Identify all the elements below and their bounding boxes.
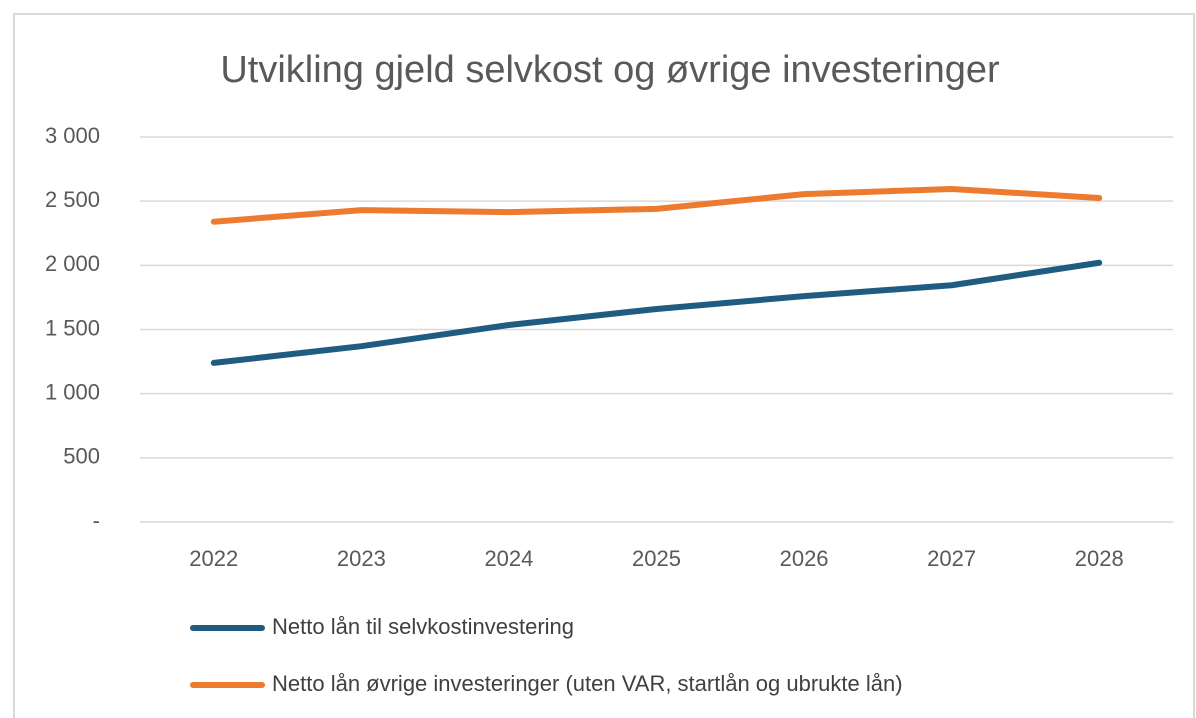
x-tick-label: 2024 <box>484 546 533 571</box>
x-tick-label: 2023 <box>337 546 386 571</box>
chart-frame <box>13 13 1195 718</box>
x-tick-label: 2028 <box>1075 546 1124 571</box>
y-tick-label: - <box>93 508 100 533</box>
y-tick-label: 2 000 <box>45 251 100 276</box>
y-tick-label: 1 500 <box>45 315 100 340</box>
x-tick-label: 2027 <box>927 546 976 571</box>
y-tick-label: 3 000 <box>45 123 100 148</box>
legend-label: Netto lån øvrige investeringer (uten VAR… <box>272 671 903 696</box>
y-tick-label: 2 500 <box>45 187 100 212</box>
y-tick-label: 1 000 <box>45 379 100 404</box>
y-tick-label: 500 <box>63 444 100 469</box>
legend-label: Netto lån til selvkostinvestering <box>272 614 574 639</box>
x-tick-label: 2026 <box>780 546 829 571</box>
chart-title: Utvikling gjeld selvkost og øvrige inves… <box>220 49 1000 91</box>
x-tick-label: 2025 <box>632 546 681 571</box>
x-tick-label: 2022 <box>189 546 238 571</box>
line-series <box>210 259 1103 366</box>
line-series <box>210 185 1103 225</box>
